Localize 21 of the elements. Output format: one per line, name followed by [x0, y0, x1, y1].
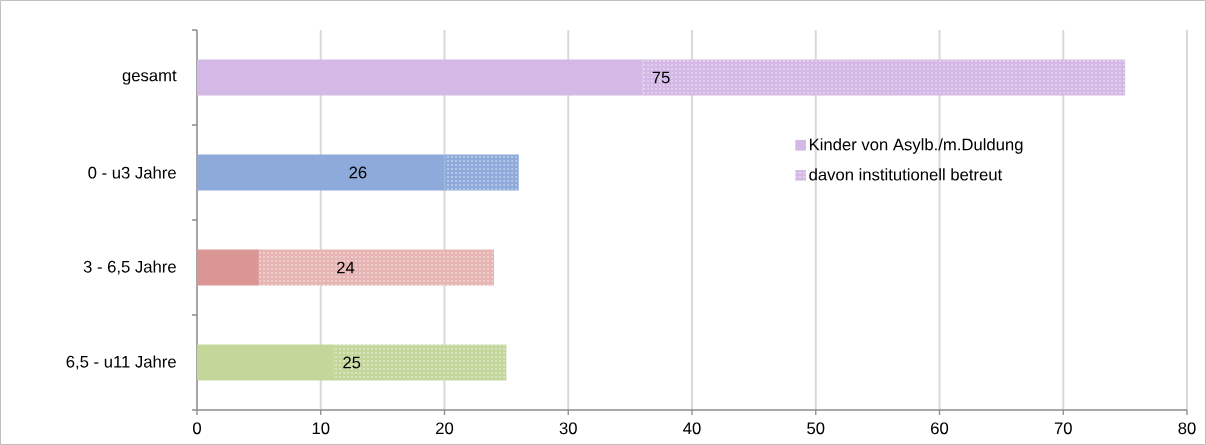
- total-label: 26: [349, 166, 367, 179]
- legend-label: davon institutionell betreut: [809, 168, 1003, 181]
- y-tick-label: 6,5 - u11 Jahre: [66, 355, 176, 370]
- y-tick-label: 3 - 6,5 Jahre: [83, 260, 176, 275]
- x-tick-label: 30: [559, 422, 577, 435]
- legend-label: Kinder von Asylb./m.Duldung: [809, 138, 1023, 154]
- x-tick-label: 10: [312, 422, 330, 435]
- y-tick-label: 0 - u3 Jahre: [88, 166, 176, 179]
- bar: [258, 249, 495, 286]
- x-tick-label: 0: [193, 422, 201, 435]
- bar: [197, 249, 259, 286]
- y-tick-label: gesamt: [122, 70, 177, 85]
- x-tick-label: 80: [1178, 422, 1196, 435]
- x-tick-label: 60: [931, 422, 949, 435]
- x-tick-label: 70: [1054, 422, 1072, 435]
- total-label: 75: [652, 71, 670, 84]
- x-tick-label: 50: [807, 422, 825, 435]
- total-label: 25: [343, 356, 361, 369]
- total-label: 24: [337, 261, 355, 274]
- x-tick-label: 40: [683, 422, 701, 435]
- x-tick-label: 20: [436, 422, 454, 435]
